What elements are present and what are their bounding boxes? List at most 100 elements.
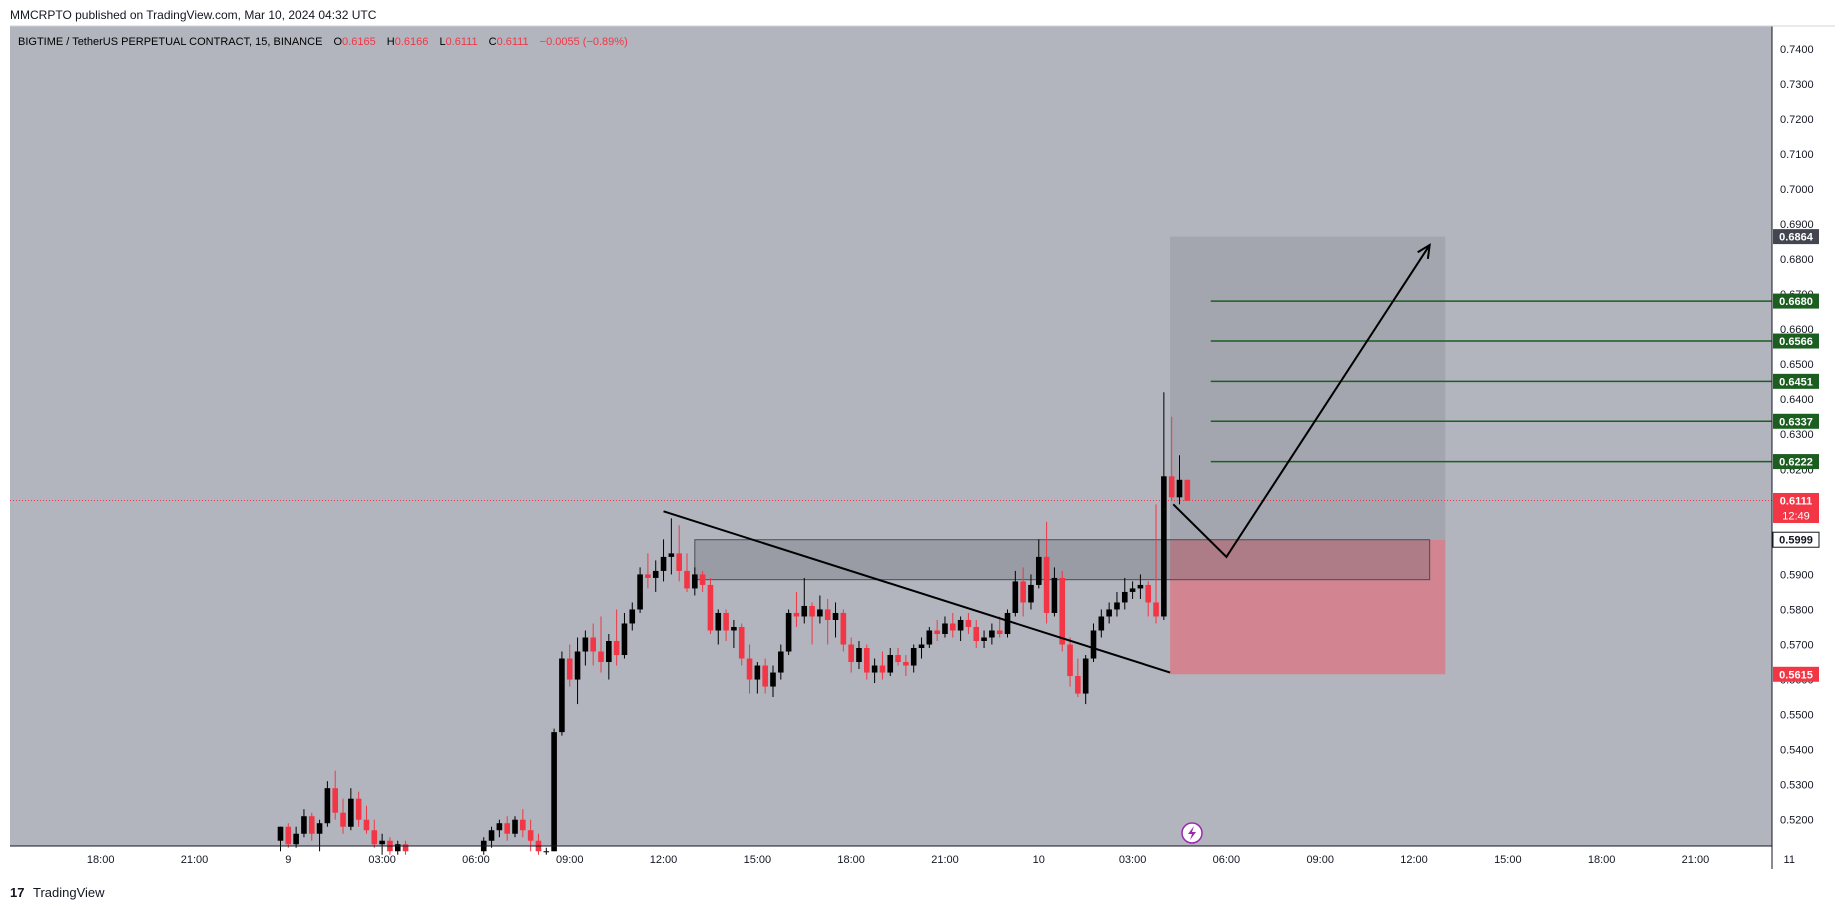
candle[interactable] (887, 648, 894, 677)
stop-zone[interactable] (1170, 539, 1446, 675)
candle[interactable] (1121, 577, 1128, 610)
candle[interactable] (394, 840, 401, 855)
candle[interactable] (871, 658, 878, 684)
candle[interactable] (1184, 479, 1191, 501)
candle[interactable] (652, 560, 659, 592)
candle[interactable] (1137, 574, 1144, 599)
candle[interactable] (824, 598, 831, 645)
candle[interactable] (621, 612, 628, 659)
candle[interactable] (504, 816, 510, 841)
candle[interactable] (965, 612, 972, 634)
candle[interactable] (762, 658, 768, 694)
candle[interactable] (488, 826, 495, 848)
candle[interactable] (308, 812, 315, 841)
candle[interactable] (496, 819, 503, 838)
candle[interactable] (801, 577, 808, 624)
candle[interactable] (1090, 623, 1097, 663)
candle[interactable] (660, 539, 667, 582)
candle[interactable] (1043, 521, 1050, 624)
candle[interactable] (692, 567, 698, 596)
candle[interactable] (668, 518, 675, 575)
candle[interactable] (559, 651, 565, 736)
candle[interactable] (1114, 591, 1120, 617)
candle[interactable] (754, 662, 761, 694)
candle[interactable] (1106, 602, 1112, 624)
candle[interactable] (1176, 455, 1183, 505)
candle[interactable] (324, 781, 331, 827)
candle[interactable] (996, 616, 1003, 638)
candle[interactable] (973, 619, 980, 649)
candle[interactable] (785, 609, 792, 656)
candle[interactable] (918, 637, 925, 659)
candle[interactable] (520, 809, 526, 838)
candle[interactable] (1098, 609, 1105, 638)
candle[interactable] (942, 616, 948, 638)
candle[interactable] (1153, 504, 1159, 624)
candle[interactable] (1082, 655, 1089, 705)
candle[interactable] (817, 595, 823, 624)
candle[interactable] (606, 633, 612, 680)
candle[interactable] (637, 567, 643, 613)
candle[interactable] (934, 619, 940, 641)
projection-path[interactable] (1172, 244, 1431, 559)
candle[interactable] (981, 630, 987, 649)
candle[interactable] (332, 770, 339, 820)
candle[interactable] (1129, 581, 1136, 599)
candle[interactable] (301, 809, 307, 838)
candle[interactable] (895, 648, 901, 666)
candle[interactable] (355, 791, 362, 827)
candle[interactable] (402, 840, 409, 855)
candle[interactable] (1161, 392, 1167, 620)
candle[interactable] (989, 623, 995, 645)
plot-area[interactable] (10, 26, 1772, 855)
candle[interactable] (371, 819, 378, 848)
candle[interactable] (707, 577, 714, 634)
candle[interactable] (809, 602, 815, 645)
candle[interactable] (832, 602, 839, 638)
candle[interactable] (1145, 581, 1152, 617)
candle[interactable] (738, 623, 745, 666)
candle[interactable] (582, 630, 589, 666)
candle[interactable] (379, 833, 385, 855)
candle[interactable] (277, 826, 284, 852)
candle[interactable] (285, 823, 292, 848)
candle[interactable] (1012, 570, 1019, 617)
candle[interactable] (590, 623, 596, 666)
candle[interactable] (676, 525, 682, 582)
candle[interactable] (1051, 567, 1058, 617)
candle[interactable] (903, 655, 909, 677)
candle[interactable] (551, 728, 557, 852)
candle[interactable] (363, 805, 370, 834)
candle[interactable] (543, 847, 550, 855)
candle[interactable] (793, 591, 800, 627)
candle[interactable] (910, 644, 917, 673)
candle[interactable] (684, 553, 690, 592)
candle[interactable] (340, 798, 346, 834)
candle[interactable] (613, 609, 620, 666)
candle[interactable] (1075, 658, 1081, 698)
candle[interactable] (770, 665, 776, 698)
candle[interactable] (848, 637, 854, 673)
lightning-icon[interactable] (1181, 822, 1203, 844)
candle[interactable] (1067, 637, 1073, 687)
candle[interactable] (1004, 609, 1011, 638)
candle[interactable] (566, 644, 573, 687)
candle[interactable] (778, 644, 784, 680)
candle[interactable] (293, 826, 299, 848)
candle[interactable] (746, 644, 753, 694)
candle[interactable] (645, 553, 651, 589)
candle[interactable] (926, 626, 933, 649)
candle[interactable] (1020, 567, 1026, 617)
candle[interactable] (863, 644, 870, 680)
candle[interactable] (715, 609, 722, 645)
candle[interactable] (598, 616, 604, 673)
target-zone[interactable] (1170, 236, 1446, 540)
candle[interactable] (723, 609, 729, 641)
candle[interactable] (856, 641, 862, 670)
candle[interactable] (574, 637, 581, 705)
candle[interactable] (879, 651, 886, 680)
candle[interactable] (731, 619, 737, 649)
candle[interactable] (512, 816, 518, 838)
candle[interactable] (949, 612, 956, 638)
